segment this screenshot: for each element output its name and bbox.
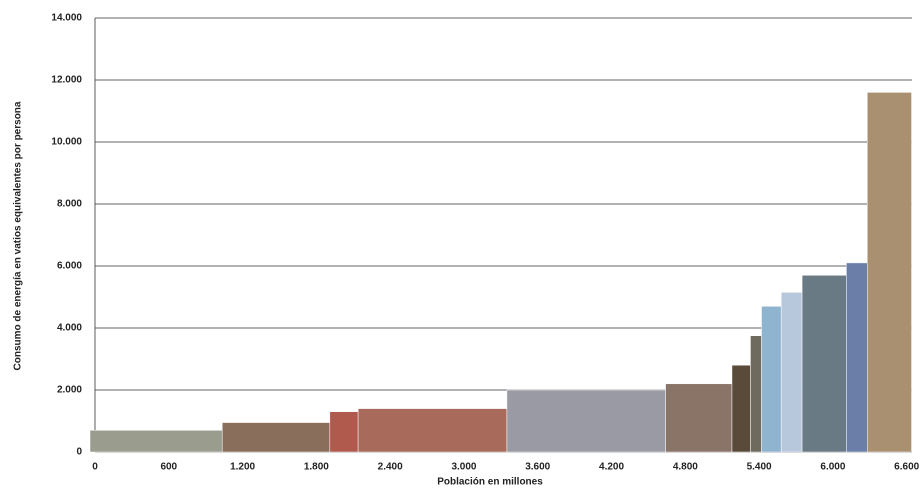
bar	[329, 411, 359, 453]
bar	[731, 364, 751, 453]
x-tick-label: 6.600	[894, 462, 919, 473]
x-tick-label: 600	[160, 462, 177, 473]
x-tick-label: 6.000	[820, 462, 845, 473]
bar	[801, 275, 847, 453]
x-tick-label: 4.800	[673, 462, 698, 473]
y-tick-label: 8.000	[57, 199, 82, 210]
x-tick-label: 2.400	[378, 462, 403, 473]
bar	[780, 292, 803, 453]
y-tick-label: 0	[76, 447, 82, 458]
x-tick-label: 0	[92, 462, 98, 473]
x-tick-label: 3.000	[451, 462, 476, 473]
y-axis-label: Consumo de energía en vatios equivalente…	[13, 101, 24, 370]
x-axis-label: Población en millones	[437, 477, 543, 488]
y-tick-label: 6.000	[57, 261, 82, 272]
bar	[750, 335, 762, 453]
y-tick-label: 4.000	[57, 323, 82, 334]
bar	[357, 408, 508, 453]
bar	[89, 430, 223, 453]
bar	[846, 262, 868, 453]
bar	[761, 306, 782, 453]
bar	[221, 422, 331, 453]
x-tick-label: 3.600	[525, 462, 550, 473]
y-tick-label: 2.000	[57, 385, 82, 396]
y-tick-label: 14.000	[51, 13, 82, 24]
bar	[506, 389, 666, 453]
x-tick-label: 4.200	[599, 462, 624, 473]
y-tick-label: 10.000	[51, 137, 82, 148]
bar	[665, 383, 733, 453]
bar	[867, 92, 912, 453]
x-tick-label: 1.200	[230, 462, 255, 473]
x-tick-label: 1.800	[304, 462, 329, 473]
x-tick-label: 5.400	[747, 462, 772, 473]
y-tick-label: 12.000	[51, 75, 82, 86]
